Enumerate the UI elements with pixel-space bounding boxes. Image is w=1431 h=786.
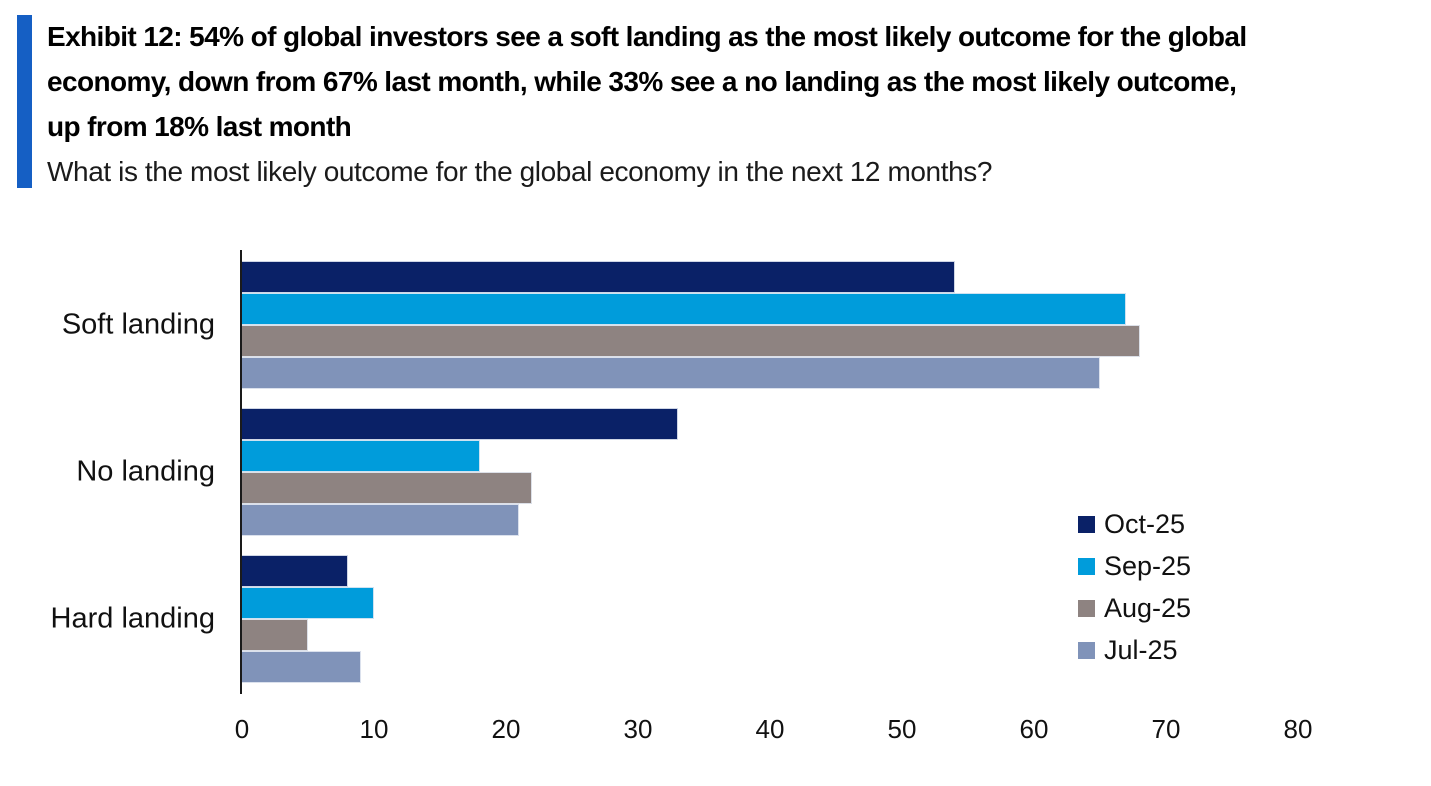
category-label-soft-landing: Soft landing [61,308,215,341]
x-tick-label-80: 80 [1283,714,1313,744]
bar-oct-25-no-landing [242,408,678,440]
legend-label-jul-25: Jul-25 [1104,634,1178,665]
legend-item-aug-25: Aug-25 [1078,587,1191,629]
category-label-hard-landing: Hard landing [50,602,215,635]
bars-container [242,250,1298,683]
legend-swatch-jul-25 [1078,641,1095,659]
exhibit-header: Exhibit 12: 54% of global investors see … [47,14,1407,194]
legend: Oct-25 Sep-25 Aug-25 Jul-25 [1078,503,1191,671]
bar-jul-25-soft-landing [242,357,1100,389]
bar-sep-25-soft-landing [242,293,1127,325]
exhibit-title-line-2: economy, down from 67% last month, while… [47,66,1237,97]
x-tick-label-0: 0 [234,714,250,744]
legend-item-oct-25: Oct-25 [1078,503,1191,545]
legend-label-oct-25: Oct-25 [1104,508,1186,539]
exhibit-title-line-3: up from 18% last month [47,111,352,142]
legend-label-aug-25: Aug-25 [1104,592,1192,623]
x-axis-tick-labels: 0 10 20 30 40 50 60 70 80 [235,714,1313,744]
x-tick-label-70: 70 [1151,714,1181,744]
category-label-no-landing: No landing [76,455,215,488]
bar-chart-plot-area: Soft landing No landing Hard landing 0 10 20… [51,250,1312,744]
legend-swatch-sep-25 [1078,557,1095,575]
bar-sep-25-no-landing [242,440,480,472]
title-accent-bar [17,15,32,188]
x-tick-label-30: 30 [623,714,653,744]
legend-swatch-oct-25 [1078,515,1095,533]
legend-item-jul-25: Jul-25 [1078,629,1191,671]
legend-item-sep-25: Sep-25 [1078,545,1191,587]
y-axis-line [240,250,242,694]
bar-aug-25-no-landing [242,472,533,504]
bar-oct-25-hard-landing [242,555,348,587]
bar-group-soft-landing [242,261,1298,389]
x-tick-label-10: 10 [359,714,389,744]
bar-group-no-landing [242,408,1298,536]
bar-jul-25-no-landing [242,504,520,536]
bar-jul-25-hard-landing [242,651,361,683]
legend-swatch-aug-25 [1078,599,1095,617]
x-tick-label-50: 50 [887,714,917,744]
x-tick-label-40: 40 [755,714,785,744]
bar-sep-25-hard-landing [242,587,374,619]
x-tick-label-20: 20 [491,714,521,744]
chart-question-subtitle: What is the most likely outcome for the … [47,156,993,187]
bar-oct-25-soft-landing [242,261,955,293]
bar-aug-25-hard-landing [242,619,308,651]
exhibit-title-line-1: Exhibit 12: 54% of global investors see … [47,21,1247,52]
bar-aug-25-soft-landing [242,325,1140,357]
bar-group-hard-landing [242,555,1298,683]
legend-label-sep-25: Sep-25 [1104,550,1192,581]
x-tick-label-60: 60 [1019,714,1049,744]
